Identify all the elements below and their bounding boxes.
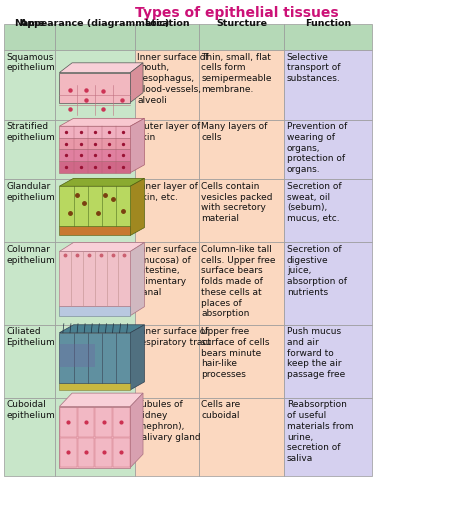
Text: Cells are
cuboidal: Cells are cuboidal	[201, 400, 241, 420]
Polygon shape	[130, 242, 145, 316]
Text: Secretion of
digestive
juice,
absorption of
nutrients: Secretion of digestive juice, absorption…	[287, 245, 347, 297]
Polygon shape	[130, 393, 143, 468]
Bar	[284, 242, 372, 325]
Text: Inner layer of
skin, etc.: Inner layer of skin, etc.	[137, 182, 198, 201]
Bar	[95, 407, 112, 436]
Text: Many layers of
cells: Many layers of cells	[201, 122, 268, 142]
Bar	[135, 50, 199, 120]
Bar	[55, 325, 135, 398]
Polygon shape	[130, 178, 145, 235]
Polygon shape	[130, 118, 145, 173]
Bar	[59, 306, 130, 316]
Text: Selective
transport of
substances.: Selective transport of substances.	[287, 53, 340, 83]
Bar	[60, 407, 77, 436]
Bar	[4, 120, 55, 179]
Bar	[55, 398, 135, 476]
Bar	[284, 50, 372, 120]
Bar	[135, 242, 199, 325]
Polygon shape	[59, 178, 145, 186]
Polygon shape	[59, 393, 143, 407]
Bar	[60, 437, 77, 467]
Bar	[199, 398, 284, 476]
Text: Location: Location	[144, 19, 190, 28]
Bar	[59, 161, 130, 173]
Text: Cuboidal
epithelium: Cuboidal epithelium	[6, 400, 55, 420]
Bar	[284, 179, 372, 242]
Text: Cells contain
vesicles packed
with secretory
material: Cells contain vesicles packed with secre…	[201, 182, 273, 223]
Bar	[199, 24, 284, 50]
Text: Stratified
epithelium: Stratified epithelium	[6, 122, 55, 142]
Polygon shape	[59, 242, 145, 251]
Bar	[284, 398, 372, 476]
Bar	[113, 407, 130, 436]
Text: Name: Name	[14, 19, 45, 28]
Bar	[59, 138, 130, 149]
Bar	[284, 120, 372, 179]
Text: Column-like tall
cells. Upper free
surface bears
folds made of
these cells at
pl: Column-like tall cells. Upper free surfa…	[201, 245, 276, 319]
Text: Prevention of
wearing of
organs,
protection of
organs.: Prevention of wearing of organs, protect…	[287, 122, 347, 174]
Text: Inner surface of
respiratory tract: Inner surface of respiratory tract	[137, 327, 211, 347]
Bar	[55, 24, 135, 50]
Bar	[4, 179, 55, 242]
Text: Types of epithelial tissues: Types of epithelial tissues	[135, 6, 339, 20]
Bar	[135, 120, 199, 179]
Bar	[59, 149, 130, 161]
Bar	[59, 186, 130, 226]
Polygon shape	[59, 63, 143, 73]
Bar	[135, 325, 199, 398]
Text: Squamous
epithelium: Squamous epithelium	[6, 53, 55, 72]
Bar	[199, 325, 284, 398]
Bar	[199, 179, 284, 242]
Bar	[55, 120, 135, 179]
Text: Tubules of
kidney
(nephron),
salivary gland: Tubules of kidney (nephron), salivary gl…	[137, 400, 201, 442]
Bar	[59, 126, 130, 138]
Polygon shape	[59, 118, 145, 126]
Bar	[4, 50, 55, 120]
Bar	[113, 437, 130, 467]
Polygon shape	[130, 325, 145, 390]
Text: Inner surface of
mouth,
oesophagus,
blood-vessels,
alveoli: Inner surface of mouth, oesophagus, bloo…	[137, 53, 209, 105]
Text: Glandular
epithelium: Glandular epithelium	[6, 182, 55, 201]
Bar	[59, 383, 130, 390]
Bar	[199, 50, 284, 120]
Text: Function: Function	[305, 19, 351, 28]
Bar	[284, 325, 372, 398]
Polygon shape	[59, 325, 145, 333]
Text: Inner surface
(mucosa) of
intestine,
alimentary
canal: Inner surface (mucosa) of intestine, ali…	[137, 245, 197, 297]
Bar	[4, 325, 55, 398]
Text: Push mucus
and air
forward to
keep the air
passage free: Push mucus and air forward to keep the a…	[287, 327, 345, 379]
Bar	[199, 242, 284, 325]
Bar	[59, 407, 130, 468]
Bar	[4, 24, 55, 50]
Bar	[59, 333, 130, 383]
Text: Outer layer of
skin: Outer layer of skin	[137, 122, 201, 142]
Text: Upper free
surface of cells
bears minute
hair-like
processes: Upper free surface of cells bears minute…	[201, 327, 270, 379]
Polygon shape	[130, 63, 143, 103]
Bar	[199, 120, 284, 179]
Bar	[59, 73, 130, 103]
Bar	[95, 437, 112, 467]
Bar	[59, 251, 130, 306]
Bar	[135, 179, 199, 242]
Text: Columnar
epithelium: Columnar epithelium	[6, 245, 55, 265]
Bar	[78, 407, 94, 436]
Bar	[4, 398, 55, 476]
Bar	[55, 50, 135, 120]
Bar	[135, 24, 199, 50]
Bar	[284, 24, 372, 50]
Bar	[55, 179, 135, 242]
Bar	[4, 242, 55, 325]
Bar	[59, 226, 130, 235]
Text: Thin, small, flat
cells form
semipermeable
membrane.: Thin, small, flat cells form semipermeab…	[201, 53, 272, 94]
Text: Secretion of
sweat, oil
(sebum),
mucus, etc.: Secretion of sweat, oil (sebum), mucus, …	[287, 182, 341, 223]
Text: Ciliated
Epithelium: Ciliated Epithelium	[6, 327, 55, 347]
Text: Appearance (diagrammatic): Appearance (diagrammatic)	[20, 19, 170, 28]
Text: Sturcture: Sturcture	[216, 19, 267, 28]
Bar	[78, 437, 94, 467]
Bar	[59, 344, 95, 367]
Bar	[55, 242, 135, 325]
Text: Reabsorption
of useful
materials from
urine,
secretion of
saliva: Reabsorption of useful materials from ur…	[287, 400, 353, 463]
Bar	[135, 398, 199, 476]
